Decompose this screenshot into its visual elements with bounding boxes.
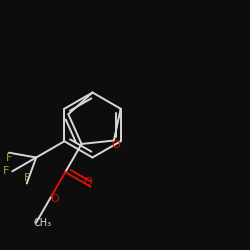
Text: F: F — [6, 153, 12, 163]
Text: CH₃: CH₃ — [33, 218, 52, 228]
Text: F: F — [24, 173, 30, 183]
Text: O: O — [50, 194, 59, 204]
Text: O: O — [84, 177, 92, 187]
Text: O: O — [112, 140, 120, 150]
Text: F: F — [2, 166, 9, 176]
